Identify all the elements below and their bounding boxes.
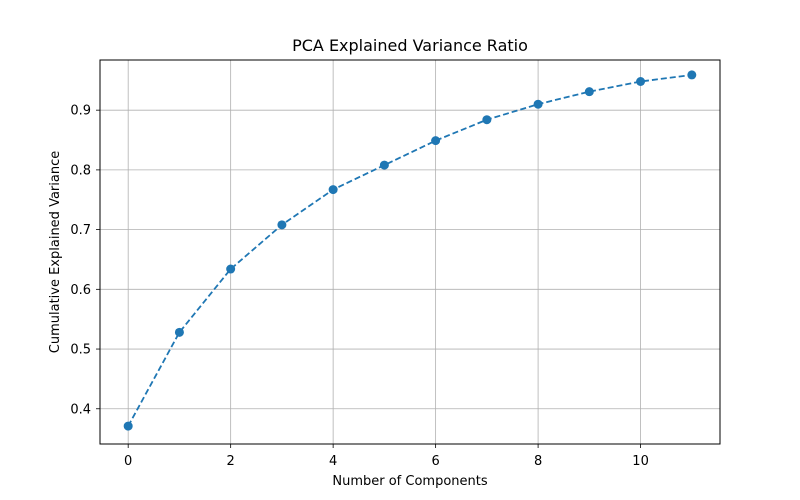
data-point: [123, 421, 133, 431]
data-point: [174, 327, 184, 337]
y-tick-label: 0.9: [70, 104, 91, 119]
series-line: [127, 74, 692, 427]
axes-frame: [99, 59, 721, 445]
ticks: 0 2 4 6 8 10 0.4 0.5 0.6 0.7 0.8 0.9: [70, 104, 649, 469]
y-axis-label: Cumulative Explained Variance: [48, 151, 63, 353]
y-tick-label: 0.8: [70, 163, 91, 178]
data-point: [379, 160, 389, 170]
data-point: [226, 264, 236, 274]
x-tick-label: 10: [632, 454, 649, 469]
series-layer: [123, 70, 697, 431]
x-tick-label: 4: [329, 454, 337, 469]
chart-title: PCA Explained Variance Ratio: [292, 36, 528, 55]
x-axis-label: Number of Components: [332, 474, 487, 489]
data-point: [636, 76, 646, 86]
data-point: [584, 87, 594, 97]
data-point: [277, 220, 287, 230]
grid-lines: [100, 60, 720, 444]
y-tick-label: 0.4: [70, 402, 91, 417]
data-point: [431, 136, 441, 146]
x-tick-label: 6: [431, 454, 439, 469]
x-tick-label: 0: [124, 454, 132, 469]
x-tick-label: 2: [227, 454, 235, 469]
data-point: [687, 70, 697, 80]
y-tick-label: 0.7: [70, 223, 91, 238]
x-tick-label: 8: [534, 454, 542, 469]
y-tick-label: 0.6: [70, 283, 91, 298]
data-point: [533, 99, 543, 109]
y-tick-label: 0.5: [70, 343, 91, 358]
data-point: [328, 185, 338, 195]
data-point: [482, 115, 492, 125]
